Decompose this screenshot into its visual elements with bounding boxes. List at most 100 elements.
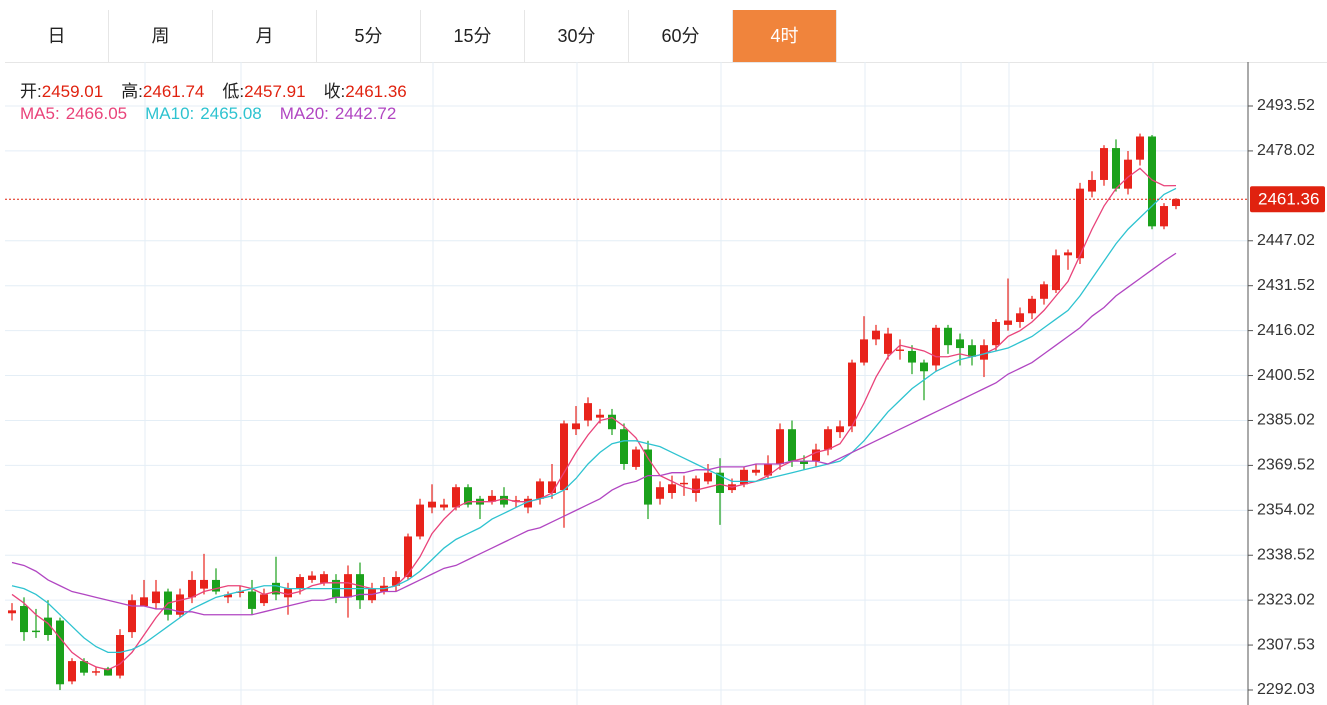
candle-body xyxy=(980,345,988,360)
candle-body xyxy=(1124,159,1132,189)
candle-body xyxy=(788,429,796,462)
candle-body xyxy=(428,501,436,508)
candle-body xyxy=(872,330,880,340)
candle-body xyxy=(680,482,688,485)
candle-body xyxy=(668,484,676,493)
candle-body xyxy=(56,620,64,685)
candle-body xyxy=(932,327,940,366)
candle-body xyxy=(440,504,448,508)
candle-body xyxy=(1172,199,1180,207)
candle-body xyxy=(584,403,592,421)
candle-body xyxy=(1052,255,1060,291)
candle-body xyxy=(1160,206,1168,227)
candle-body xyxy=(356,574,364,601)
y-tick-label: 2493.52 xyxy=(1257,97,1315,114)
candle-body xyxy=(404,536,412,578)
candle-body xyxy=(704,472,712,482)
candle-body xyxy=(632,449,640,467)
candle-body xyxy=(716,472,724,493)
candle-body xyxy=(620,429,628,465)
candle-body xyxy=(224,594,232,598)
y-tick-label: 2369.52 xyxy=(1257,457,1315,474)
y-tick-label: 2447.02 xyxy=(1257,232,1315,249)
candle-body xyxy=(992,321,1000,346)
ma-line xyxy=(11,167,1177,671)
tab[interactable]: 周 xyxy=(109,10,213,62)
candle-body xyxy=(32,630,40,633)
candle-body xyxy=(320,574,328,583)
tab[interactable]: 月 xyxy=(213,10,317,62)
ma-name: MA10: xyxy=(145,104,195,123)
ohlc-label: 开: xyxy=(20,82,42,101)
candle-body xyxy=(1028,298,1036,314)
candle-body xyxy=(908,350,916,363)
candle-body xyxy=(1088,179,1096,192)
y-tick-label: 2385.02 xyxy=(1257,412,1315,429)
candle-body xyxy=(512,500,520,502)
ma-name: MA5: xyxy=(20,104,60,123)
candle-body xyxy=(764,464,772,476)
candle-body xyxy=(392,577,400,586)
candle-body xyxy=(272,582,280,595)
y-tick-label: 2400.52 xyxy=(1257,367,1315,384)
ohlc-label: 低: xyxy=(222,82,245,101)
ohlc-value: 2461.36 xyxy=(345,82,407,101)
candle-body xyxy=(296,577,304,589)
ohlc-value: 2461.74 xyxy=(142,82,205,101)
last-price-label: 2461.36 xyxy=(1258,190,1319,209)
candle-body xyxy=(536,481,544,499)
candle-body xyxy=(692,478,700,493)
candle-body xyxy=(188,579,196,598)
ohlc-label: 收: xyxy=(323,82,346,101)
candle-body xyxy=(824,429,832,450)
candle-body xyxy=(248,591,256,609)
tab[interactable]: 日 xyxy=(5,10,109,62)
candle-body xyxy=(596,414,604,418)
last-price-tag xyxy=(1250,186,1325,213)
ma-value: 2442.72 xyxy=(334,104,397,123)
tab[interactable]: 5分 xyxy=(317,10,421,62)
candle-body xyxy=(608,414,616,430)
candle-body xyxy=(944,327,952,346)
candle-body xyxy=(452,487,460,508)
candle-body xyxy=(104,668,112,676)
divider xyxy=(5,62,1327,63)
ma-value: 2465.08 xyxy=(200,104,262,123)
candle-body xyxy=(1040,284,1048,299)
ma-line xyxy=(11,252,1177,616)
candle-body xyxy=(128,600,136,633)
candle-body xyxy=(8,610,16,614)
candle-body xyxy=(1112,148,1120,189)
candle-body xyxy=(884,333,892,354)
candle-body xyxy=(92,671,100,673)
ma-value: 2466.05 xyxy=(65,104,128,123)
tab[interactable]: 15分 xyxy=(421,10,525,62)
ohlc-header: 开:2459.01 高:2461.74 低:2457.91 收:2461.36 xyxy=(20,77,407,102)
candle-body xyxy=(548,481,556,493)
candle-body xyxy=(116,635,124,676)
y-tick-label: 2292.03 xyxy=(1257,681,1315,698)
ma-name: MA20: xyxy=(279,104,329,123)
candle-body xyxy=(800,461,808,465)
candle-body xyxy=(464,487,472,505)
candle-body xyxy=(752,469,760,473)
candle-body xyxy=(308,575,316,580)
candle-body xyxy=(44,617,52,636)
candle-body xyxy=(1016,313,1024,322)
candle-body xyxy=(284,588,292,598)
candle-body xyxy=(20,606,28,633)
y-tick-label: 2431.52 xyxy=(1257,277,1315,294)
tab[interactable]: 4时 xyxy=(733,10,837,62)
ohlc-value: 2459.01 xyxy=(41,82,104,101)
tab-bar: 日周月 5分 15分 30分 60分 4时 xyxy=(5,10,837,62)
candle-body xyxy=(572,423,580,430)
candle-body xyxy=(236,591,244,593)
y-tick-label: 2338.52 xyxy=(1257,546,1315,563)
candle-body xyxy=(1136,136,1144,160)
ma-line xyxy=(11,187,1177,654)
tab[interactable]: 60分 xyxy=(629,10,733,62)
tab[interactable]: 30分 xyxy=(525,10,629,62)
candle-body xyxy=(344,574,352,598)
candle-body xyxy=(812,449,820,462)
